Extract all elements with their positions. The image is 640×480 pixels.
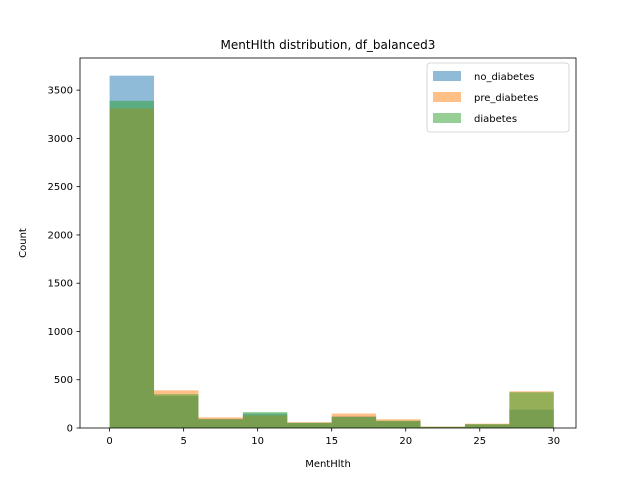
y-tick-label: 1000 bbox=[48, 327, 73, 338]
legend-swatch-diabetes bbox=[433, 113, 461, 123]
bar-diabetes-bin-2 bbox=[198, 419, 243, 428]
bar-diabetes-bin-4 bbox=[287, 422, 332, 428]
y-tick-label: 2000 bbox=[48, 230, 73, 241]
bar-diabetes-bin-0 bbox=[109, 100, 155, 428]
x-tick-label: 20 bbox=[399, 436, 412, 447]
x-tick-label: 15 bbox=[325, 436, 338, 447]
legend: no_diabetes pre_diabetes diabetes bbox=[426, 62, 570, 133]
x-tick-label: 10 bbox=[251, 436, 264, 447]
legend-frame bbox=[426, 62, 570, 133]
legend-label-diabetes: diabetes bbox=[474, 114, 517, 125]
chart-title: MentHlth distribution, df_balanced3 bbox=[221, 38, 436, 52]
bars-group bbox=[109, 75, 554, 429]
bar-diabetes-bin-8 bbox=[464, 424, 510, 428]
legend-label-no_diabetes: no_diabetes bbox=[474, 72, 535, 83]
bar-diabetes-bin-1 bbox=[154, 394, 199, 428]
y-tick-label: 500 bbox=[54, 375, 73, 386]
x-tick-label: 0 bbox=[106, 436, 112, 447]
y-axis-ticks: 0 500 1000 1500 2000 2500 3000 3500 bbox=[48, 86, 80, 435]
legend-swatch-pre_diabetes bbox=[433, 92, 461, 102]
bar-diabetes-bin-3 bbox=[242, 412, 288, 428]
y-tick-label: 0 bbox=[67, 424, 73, 435]
y-tick-label: 3000 bbox=[48, 134, 73, 145]
y-tick-label: 2500 bbox=[48, 182, 73, 193]
y-axis-label: Count bbox=[18, 228, 29, 258]
bar-diabetes-bin-7 bbox=[420, 426, 465, 428]
x-tick-label: 25 bbox=[473, 436, 486, 447]
bar-diabetes-bin-6 bbox=[376, 420, 421, 428]
legend-label-pre_diabetes: pre_diabetes bbox=[474, 93, 538, 104]
x-axis-label: MentHlth bbox=[305, 459, 351, 470]
x-tick-label: 30 bbox=[547, 436, 560, 447]
bar-diabetes-bin-9 bbox=[509, 392, 554, 428]
legend-swatch-no_diabetes bbox=[433, 71, 461, 81]
legend-items: no_diabetes pre_diabetes diabetes bbox=[433, 71, 538, 125]
x-axis-ticks: 0 5 10 15 20 25 30 bbox=[106, 428, 560, 447]
y-tick-label: 3500 bbox=[48, 86, 73, 97]
plot-frame bbox=[79, 57, 577, 429]
x-tick-label: 5 bbox=[180, 436, 186, 447]
bar-diabetes-bin-5 bbox=[331, 416, 377, 428]
y-tick-label: 1500 bbox=[48, 279, 73, 290]
